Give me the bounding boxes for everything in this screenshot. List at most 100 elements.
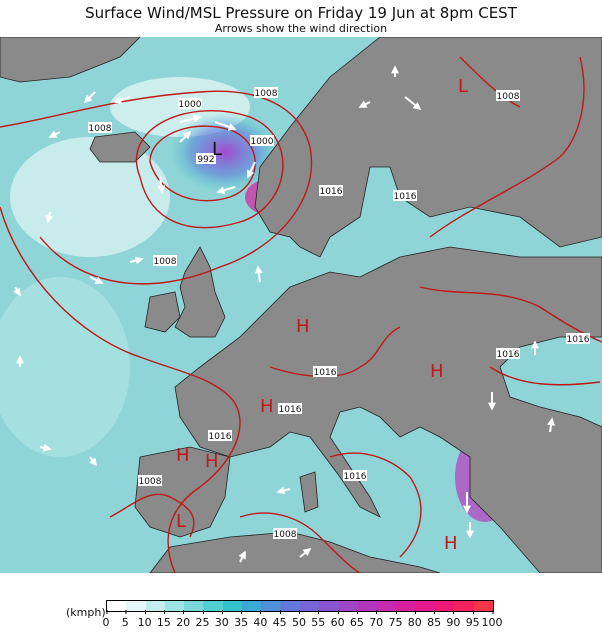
scale-tick-label: 50 [292, 610, 306, 629]
scale-tick-label: 25 [196, 610, 210, 629]
color-scale-step [415, 601, 436, 611]
isobar-label: 1000 [250, 135, 274, 147]
svg-text:992: 992 [197, 155, 214, 165]
wind-speed-zone [10, 137, 170, 257]
high-pressure-marker: H [205, 451, 219, 472]
wind-arrow [254, 265, 263, 283]
wind-arrow [88, 456, 97, 467]
svg-text:1000: 1000 [251, 137, 274, 147]
scale-tick-label: 80 [408, 610, 422, 629]
wind-arrows [13, 65, 555, 563]
wind-arrow [214, 121, 237, 131]
color-scale-step [435, 601, 455, 611]
color-scale-step [145, 601, 165, 611]
svg-text:1016: 1016 [497, 350, 520, 360]
scale-tick-label: 100 [482, 610, 503, 629]
wind-arrow [89, 276, 104, 284]
high-pressure-marker: H [430, 361, 444, 382]
color-scale-step [164, 601, 185, 611]
great-britain [174, 246, 226, 338]
wind-speed-color-scale [106, 600, 494, 612]
color-scale-step [338, 601, 358, 611]
isobar-label: 1008 [273, 528, 297, 540]
wind-speed-zone [0, 277, 130, 457]
scale-tick-label: 95 [466, 610, 480, 629]
svg-text:1016: 1016 [209, 432, 232, 442]
isobar-label: 1016 [319, 185, 343, 197]
isobar-label: 1008 [496, 90, 520, 102]
color-scale-step [222, 601, 243, 611]
wind-arrow [247, 161, 256, 179]
wind-arrow [238, 550, 246, 563]
isobar-label: 1008 [153, 255, 177, 267]
scale-tick-label: 70 [369, 610, 383, 629]
svg-text:1016: 1016 [344, 472, 367, 482]
wind-arrow [276, 486, 291, 495]
isobar-label: 1008 [138, 475, 162, 487]
wind-arrow [547, 417, 555, 433]
svg-text:1016: 1016 [567, 335, 590, 345]
map-title: Surface Wind/MSL Pressure on Friday 19 J… [85, 4, 517, 22]
greenland-coast [0, 37, 141, 83]
map-subtitle: Arrows show the wind direction [214, 22, 388, 35]
isobar-label: 1016 [343, 470, 367, 482]
high-pressure-marker: H [176, 445, 190, 466]
wind-arrow [404, 96, 422, 110]
svg-text:1016: 1016 [320, 187, 343, 197]
iberia [134, 446, 231, 538]
wind-arrow [13, 286, 21, 297]
color-scale-step [203, 601, 223, 611]
scale-tick-label: 10 [138, 610, 152, 629]
scale-tick-label: 40 [253, 610, 267, 629]
color-scale-step [299, 601, 320, 611]
scale-tick-label: 5 [122, 610, 129, 629]
scale-tick-label: 75 [389, 610, 403, 629]
color-scale-step [242, 601, 262, 611]
svg-text:1016: 1016 [394, 192, 417, 202]
pressure-systems: L L H H H H H H L [176, 76, 468, 554]
wind-pressure-map[interactable]: 1000 1008 1008 1008 992 1000 1016 1016 1… [0, 37, 602, 573]
svg-text:1016: 1016 [314, 368, 337, 378]
wind-arrow [299, 548, 312, 558]
wind-speed-scale-ticks: 0 5 10 15 20 25 30 35 40 45 50 55 60 65 70 75 80 85 90 95 10… [103, 610, 503, 632]
scale-tick-label: 0 [103, 610, 110, 629]
north-africa [149, 531, 441, 573]
color-scale-step [184, 601, 204, 611]
scale-tick-label: 45 [273, 610, 287, 629]
scale-tick-label: 55 [311, 610, 325, 629]
italy-sardinia [299, 471, 319, 513]
wind-arrow [45, 211, 54, 224]
high-pressure-marker: H [260, 396, 274, 417]
isobar-label: 1016 [208, 430, 232, 442]
scale-tick-label: 30 [215, 610, 229, 629]
color-scale-step [396, 601, 416, 611]
continental-europe [174, 246, 602, 573]
scale-tick-label: 60 [331, 610, 345, 629]
svg-text:1008: 1008 [139, 477, 162, 487]
color-scale-step [107, 601, 127, 611]
low-pressure-marker: L [212, 139, 222, 160]
wind-arrow [179, 114, 202, 123]
isobars [0, 56, 602, 573]
isobar-label: 1016 [313, 366, 337, 378]
svg-text:1008: 1008 [255, 89, 278, 99]
wind-arrow [39, 443, 52, 452]
wind-arrow [179, 130, 192, 143]
wind-arrow [216, 186, 236, 195]
wind-arrow [157, 176, 166, 194]
wind-arrow [48, 130, 61, 138]
isobar-label: 1008 [254, 87, 278, 99]
scale-tick-label: 90 [446, 610, 460, 629]
isobar-label: 1016 [393, 190, 417, 202]
color-scale-step [357, 601, 378, 611]
legend-unit-label: (kmph) [66, 606, 106, 619]
svg-text:1008: 1008 [89, 124, 112, 134]
isobar-label: 1016 [496, 348, 520, 360]
svg-text:1016: 1016 [279, 405, 302, 415]
high-pressure-marker: H [444, 533, 458, 554]
wind-arrow [83, 91, 96, 104]
scale-tick-label: 15 [157, 610, 171, 629]
scale-tick-label: 65 [350, 610, 364, 629]
isobar-labels: 1000 1008 1008 1008 992 1000 1016 1016 1… [88, 87, 590, 540]
isobar-label: 1008 [88, 122, 112, 134]
